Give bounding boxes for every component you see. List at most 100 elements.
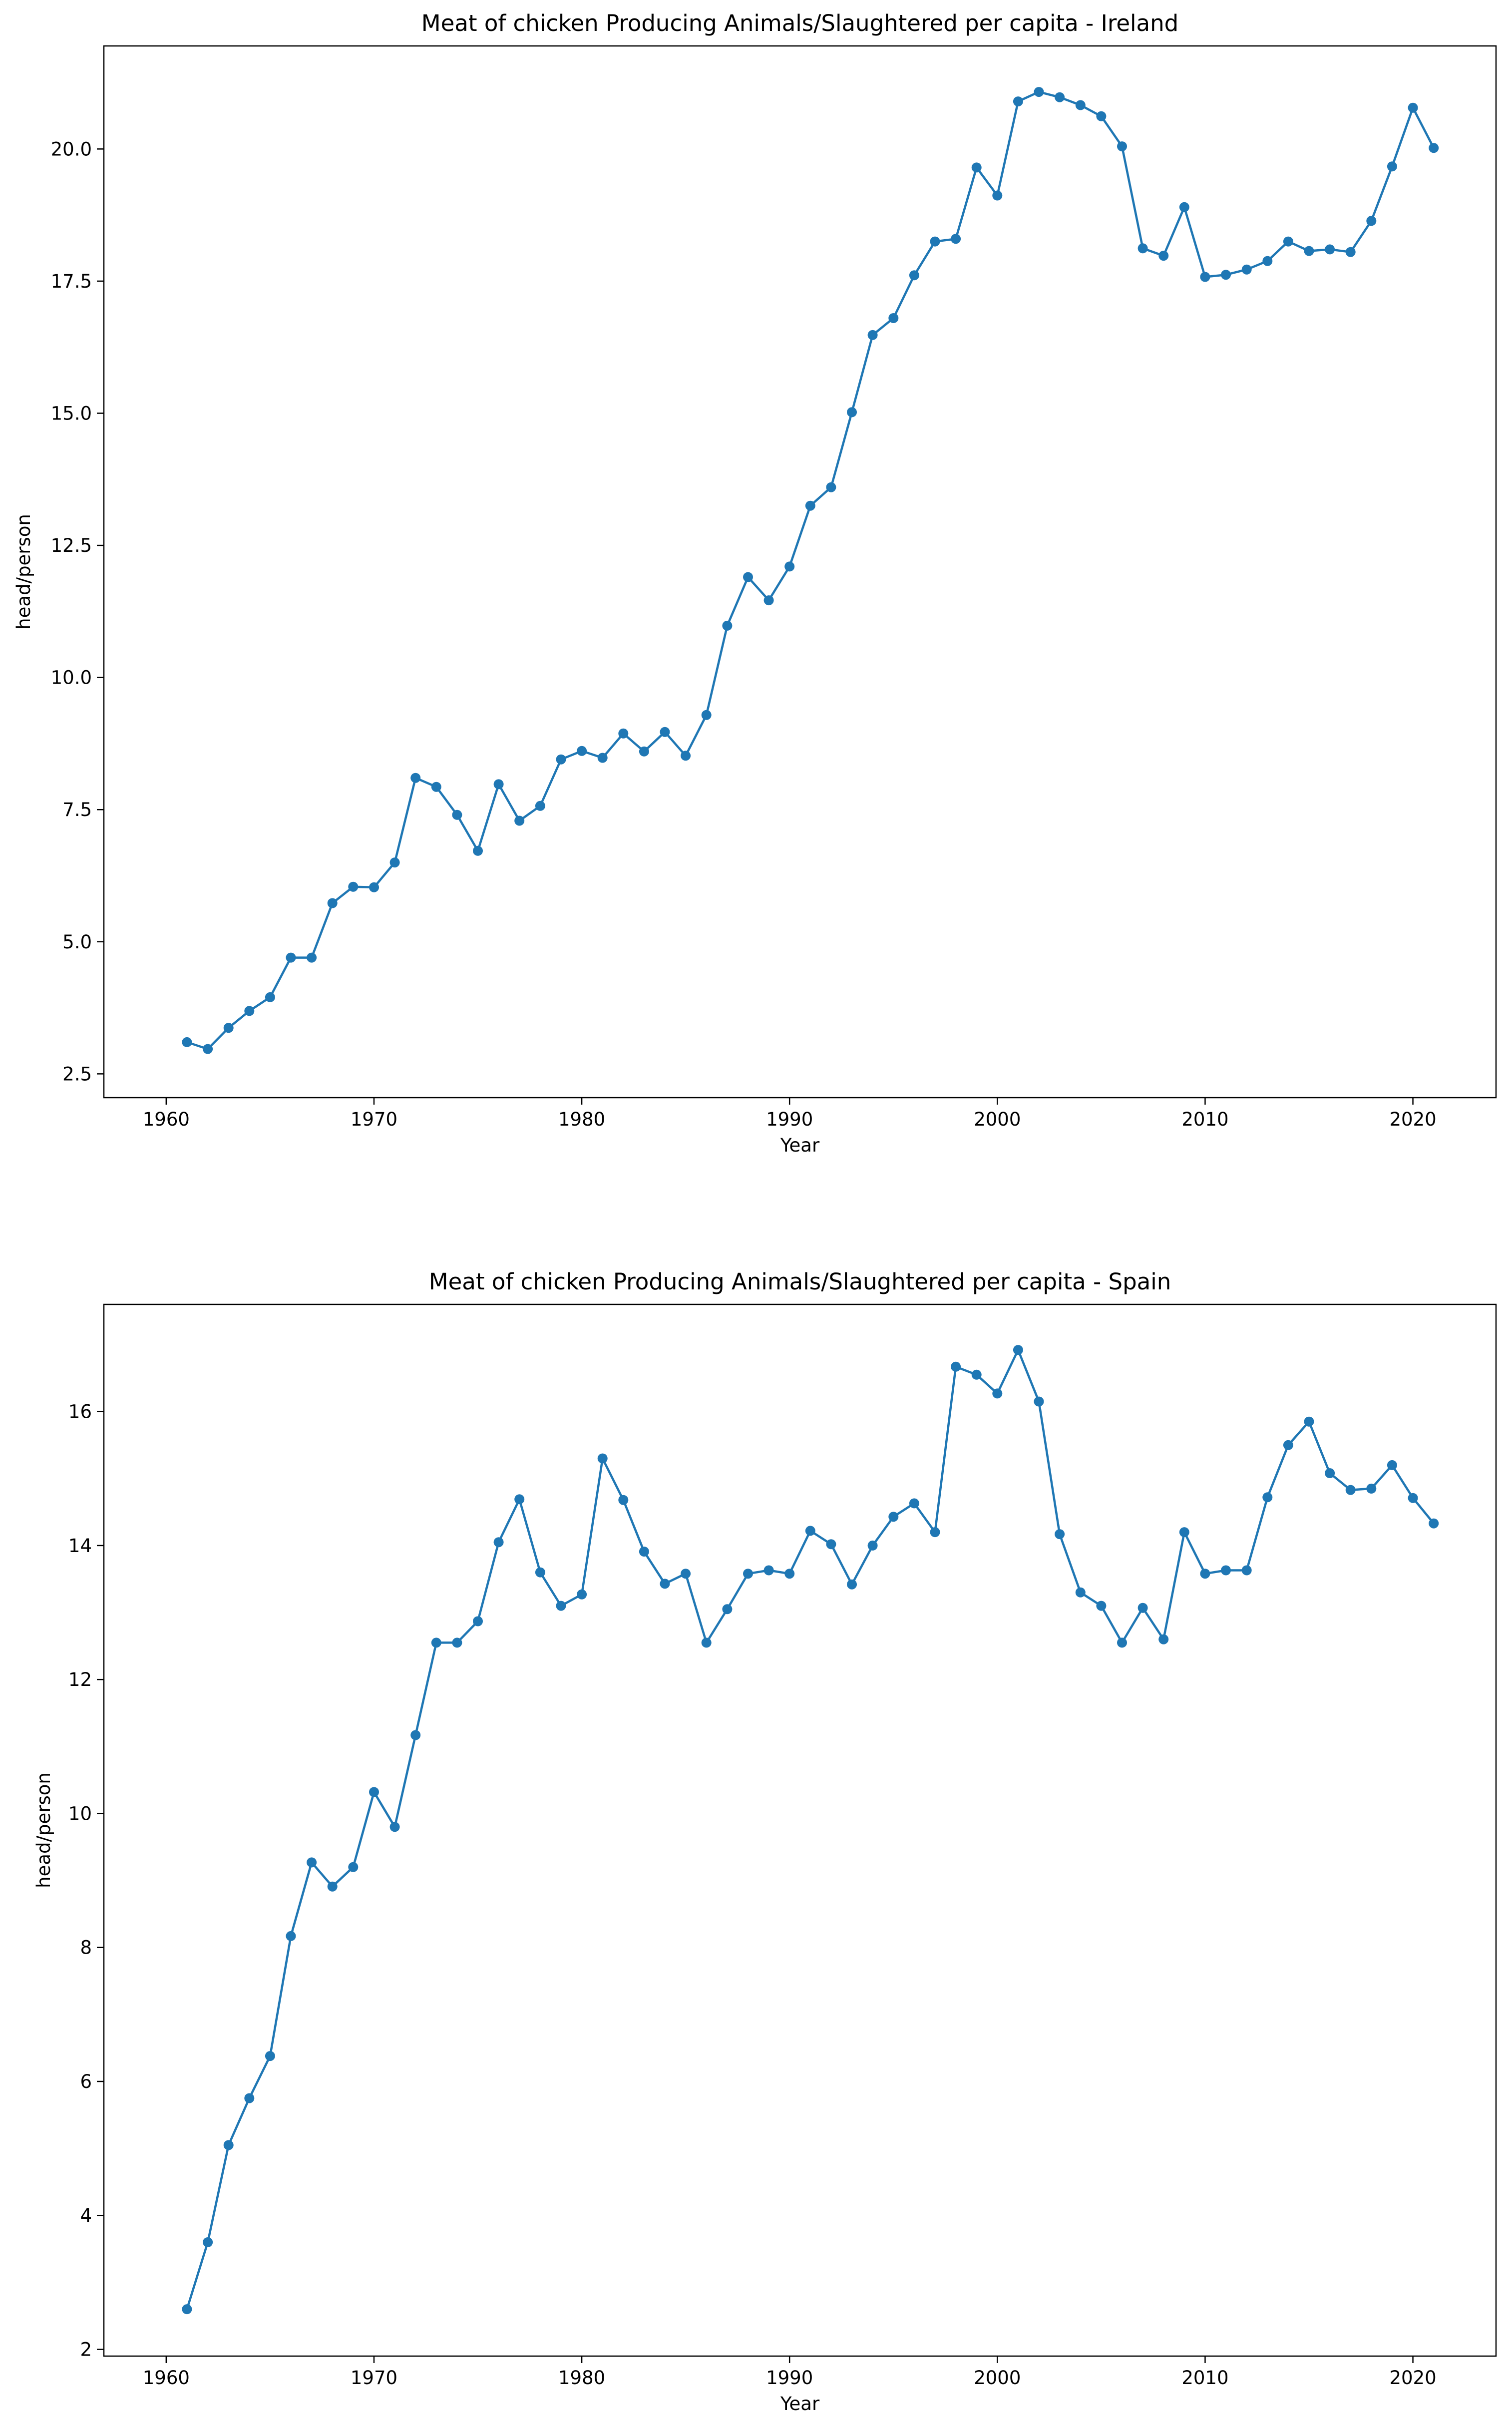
data-point (493, 1537, 504, 1548)
data-point (867, 330, 878, 340)
x-tick-label: 1990 (766, 1109, 813, 1130)
data-point (431, 782, 441, 792)
y-tick-label: 16 (68, 1401, 92, 1423)
data-point (660, 727, 670, 737)
data-point (1262, 1492, 1273, 1503)
data-point (307, 1857, 317, 1868)
x-tick-label: 1980 (558, 2367, 605, 2389)
data-point (930, 236, 940, 247)
data-point (577, 746, 587, 756)
y-tick-label: 15.0 (51, 403, 92, 424)
data-point (1366, 1483, 1377, 1494)
y-tick-label: 2.5 (62, 1063, 92, 1085)
data-point (1013, 96, 1023, 107)
data-point (618, 728, 629, 739)
data-point (888, 1512, 899, 1522)
data-point (1241, 1565, 1252, 1576)
data-point (1283, 1440, 1293, 1450)
y-tick-label: 10 (68, 1803, 92, 1824)
y-tick-label: 2 (80, 2339, 92, 2361)
data-point (1345, 1485, 1356, 1495)
data-point (805, 500, 815, 511)
data-point (223, 2140, 234, 2150)
data-point (1325, 1468, 1335, 1478)
data-point (847, 1579, 857, 1590)
y-tick-label: 8 (80, 1937, 92, 1959)
y-tick-label: 4 (80, 2205, 92, 2226)
series-line-ireland (186, 90, 1435, 1050)
y-axis-label: head/person (33, 1772, 54, 1888)
data-point (182, 1037, 192, 1047)
data-point (847, 407, 857, 417)
data-point (327, 1881, 338, 1892)
data-point (1158, 251, 1169, 261)
data-point (556, 1601, 566, 1611)
data-point (556, 754, 566, 765)
data-point (763, 1565, 774, 1576)
data-point (681, 751, 691, 761)
data-point (577, 1589, 587, 1600)
x-tick-label: 1990 (766, 2367, 813, 2389)
data-point (784, 561, 795, 572)
data-point (348, 881, 359, 892)
series-line-spain (186, 1348, 1435, 2310)
data-point (1117, 141, 1127, 152)
data-point (473, 1616, 483, 1626)
data-point (930, 1527, 940, 1538)
data-point (1096, 1601, 1107, 1611)
y-tick-label: 6 (80, 2071, 92, 2092)
data-point (971, 1369, 982, 1380)
y-axis-label: head/person (13, 514, 34, 630)
data-point (681, 1569, 691, 1579)
data-point (327, 898, 338, 908)
x-tick-label: 2000 (974, 1109, 1021, 1130)
x-tick-label: 2020 (1389, 1109, 1436, 1130)
data-point (1096, 111, 1107, 121)
data-point (307, 952, 317, 963)
x-tick-label: 1960 (143, 1109, 190, 1130)
data-point (1137, 243, 1148, 254)
data-point (1013, 1345, 1023, 1355)
data-point (784, 1569, 795, 1579)
data-point (992, 190, 1003, 201)
data-point (951, 234, 961, 244)
data-point (1262, 256, 1273, 266)
data-point (410, 1730, 421, 1740)
data-point (1179, 202, 1189, 212)
x-axis-label: Year (780, 1135, 820, 1156)
data-point (618, 1495, 629, 1505)
x-tick-label: 1960 (143, 2367, 190, 2389)
data-point (1034, 87, 1044, 97)
data-point (1408, 1493, 1418, 1503)
data-point (1387, 1460, 1397, 1470)
data-point (265, 992, 275, 1002)
data-point (389, 857, 400, 868)
y-tick-label: 10.0 (51, 667, 92, 689)
data-point (1387, 161, 1397, 172)
data-point (763, 595, 774, 606)
data-point (265, 2051, 275, 2061)
y-tick-label: 7.5 (62, 799, 92, 820)
data-point (888, 313, 899, 323)
data-point (244, 1006, 255, 1016)
data-point (369, 1787, 379, 1797)
data-point (493, 779, 504, 790)
data-point (971, 162, 982, 173)
data-point (1055, 1529, 1065, 1540)
data-point (1241, 264, 1252, 275)
data-point (244, 2093, 255, 2103)
chart-spain: Meat of chicken Producing Animals/Slaugh… (33, 1268, 1497, 2415)
data-point (722, 1604, 733, 1615)
data-point (597, 753, 608, 763)
data-point (1304, 1416, 1314, 1427)
data-point (701, 710, 712, 720)
data-point (410, 773, 421, 783)
data-point (1075, 100, 1086, 110)
x-axis-label: Year (780, 2393, 820, 2415)
data-point (1345, 247, 1356, 257)
y-tick-label: 20.0 (51, 138, 92, 160)
data-point (514, 815, 525, 826)
data-point (452, 1637, 462, 1648)
data-point (826, 1539, 836, 1550)
